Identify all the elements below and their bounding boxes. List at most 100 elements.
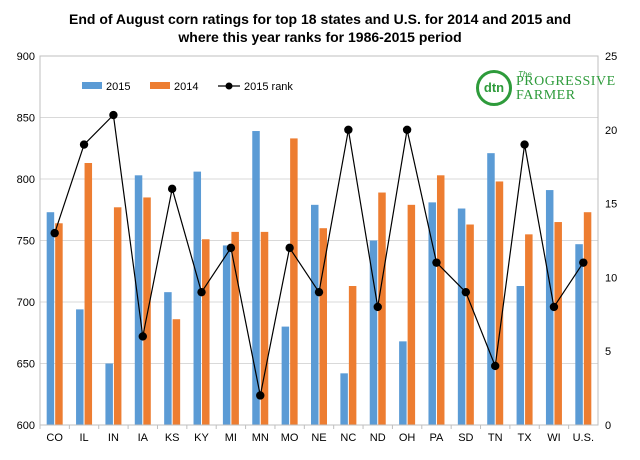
bar-2015-IN: [105, 363, 113, 425]
y2-tick-label: 15: [605, 199, 617, 211]
logo-line2: FARMER: [516, 88, 576, 103]
bar-2015-MO: [281, 326, 290, 425]
rank-point-CO: [50, 228, 59, 238]
axes: 600 650 700 750 800 850 900 0 5 10 15 20 25 CO IL IN IA K…: [17, 51, 618, 444]
x-tick-label: SD: [458, 432, 473, 444]
bar-2015-U.S.: [575, 244, 583, 425]
rank-point-WI: [549, 302, 559, 312]
x-tick-label: PA: [430, 432, 445, 444]
rank-line: [54, 113, 584, 396]
bar-2014-KS: [172, 319, 181, 425]
legend-marker-rank: [225, 82, 233, 90]
bar-2015-WI: [545, 190, 554, 425]
y2-tick-label: 0: [605, 420, 611, 432]
bar-2015-KY: [193, 171, 202, 425]
x-tick-label: CO: [46, 432, 63, 444]
legend-swatch-2014: [150, 82, 170, 89]
bar-2014-KY: [202, 239, 210, 425]
bar-2014-NC: [348, 286, 357, 425]
bar-2014-CO: [55, 223, 63, 425]
x-tick-label: TN: [488, 432, 503, 444]
bar-2015-PA: [428, 202, 436, 425]
x-tick-label: TX: [518, 432, 533, 444]
dtn-logo-mark: dtn: [476, 70, 512, 106]
y-tick-label: 700: [17, 297, 35, 309]
y-tick-label: 850: [17, 113, 35, 125]
logo-the-text: The: [518, 70, 532, 79]
legend-label-2015: 2015: [106, 81, 130, 93]
x-tick-label: KY: [194, 432, 209, 444]
bar-2014-ND: [378, 192, 386, 425]
x-tick-label: NE: [311, 432, 326, 444]
bar-2015-MI: [222, 245, 231, 425]
bar-2015-KS: [164, 292, 172, 425]
gridlines: [40, 55, 598, 426]
bar-2014-MI: [231, 231, 239, 425]
bar-2014-NE: [319, 228, 327, 425]
rank-point-OH: [402, 125, 412, 134]
bar-2014-IL: [84, 163, 93, 425]
y-tick-label: 650: [17, 359, 35, 371]
plot-border: [39, 55, 599, 426]
bar-2014-WI: [554, 222, 562, 425]
bar-2014-TX: [525, 234, 533, 425]
legend-label-2014: 2014: [174, 81, 198, 93]
progressive-farmer-logo: dtn The PROGRESSIVE FARMER: [476, 70, 626, 108]
rank-point-ND: [373, 302, 382, 312]
x-tick-label: ND: [370, 432, 386, 444]
rank-point-MN: [256, 391, 265, 400]
y-tick-label: 800: [17, 174, 35, 186]
bar-2014-MO: [290, 138, 298, 425]
bar-2015-OH: [399, 341, 407, 425]
x-tick-label: IN: [108, 432, 119, 444]
chart-title-line1: End of August corn ratings for top 18 st…: [68, 11, 572, 27]
y-tick-label: 900: [17, 51, 35, 63]
bar-2014-PA: [436, 175, 445, 425]
bar-2014-U.S.: [583, 212, 592, 425]
y2-tick-label: 10: [605, 272, 617, 284]
bar-2014-SD: [466, 224, 474, 425]
x-tick-label: KS: [165, 432, 180, 444]
rank-point-PA: [432, 258, 441, 267]
x-tick-label: NC: [340, 432, 356, 444]
bar-2014-IN: [113, 207, 122, 425]
rank-point-TX: [520, 140, 529, 149]
rank-point-IL: [79, 140, 89, 149]
bar-2014-TN: [495, 181, 504, 425]
x-tick-label: U.S.: [573, 432, 594, 444]
rank-point-NC: [344, 125, 353, 134]
bar-2015-NC: [340, 373, 348, 425]
x-tick-label: WI: [547, 432, 560, 444]
bar-2014-IA: [143, 197, 151, 425]
x-tick-label: IA: [138, 432, 149, 444]
rank-point-KS: [167, 184, 177, 194]
y-tick-label: 600: [17, 420, 35, 432]
bar-2015-TX: [516, 286, 525, 425]
x-tick-label: MO: [281, 432, 299, 444]
bar-2015-IL: [76, 309, 84, 425]
rank-point-MI: [226, 243, 236, 253]
bar-2015-MN: [252, 131, 260, 425]
chart-title: End of August corn ratings for top 18 st…: [0, 10, 640, 46]
logo-line1: PROGRESSIVE: [516, 74, 616, 89]
y2-tick-label: 20: [605, 125, 617, 137]
bar-2015-CO: [46, 212, 55, 425]
y2-tick-label: 5: [605, 346, 611, 358]
rank-series: [50, 110, 588, 400]
bar-2015-SD: [457, 208, 466, 425]
y-tick-label: 750: [17, 236, 35, 248]
x-tick-label: MN: [252, 432, 269, 444]
bar-2015-ND: [369, 240, 378, 425]
bar-2014-OH: [407, 204, 416, 425]
legend: 2015 2014 2015 rank: [82, 81, 293, 93]
rank-point-TN: [491, 361, 500, 371]
chart-title-line2: where this year ranks for 1986-2015 peri…: [178, 29, 462, 45]
bar-2015-NE: [311, 204, 319, 425]
legend-swatch-2015: [82, 82, 102, 89]
rank-point-IA: [138, 332, 147, 341]
bar-2015-TN: [487, 153, 495, 426]
rank-point-U.S.: [579, 258, 588, 267]
x-tick-label: OH: [399, 432, 416, 444]
rank-point-SD: [461, 287, 471, 297]
